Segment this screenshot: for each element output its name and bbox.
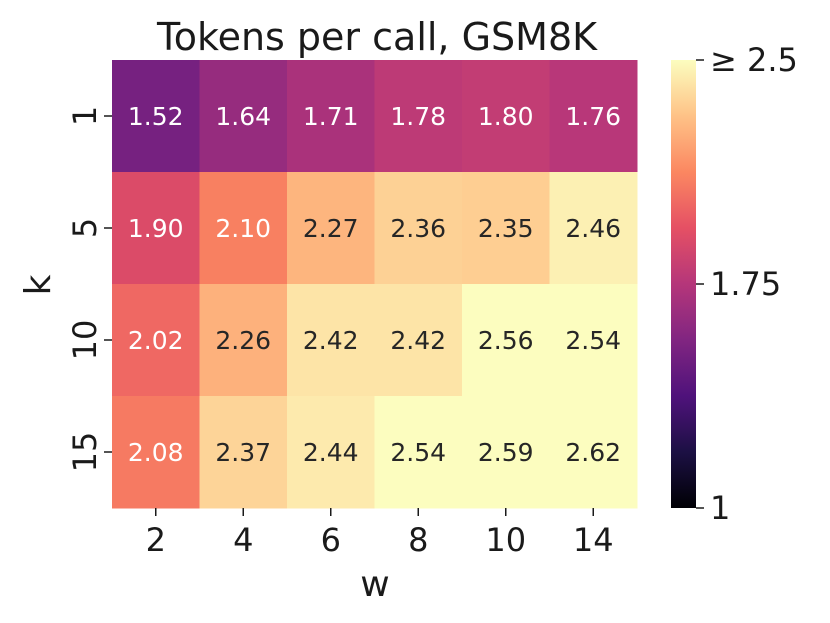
heatmap-cell [462, 60, 550, 173]
heatmap-cells [112, 60, 638, 509]
heatmap-cell-labels: 1.52 1.64 1.71 1.78 1.80 1.76 1.90 2.10 2.27 2.36… [128, 102, 621, 467]
heatmap-cell [287, 396, 375, 509]
colorbar-tick-label: 1.75 [710, 265, 781, 303]
heatmap-cell [549, 396, 638, 509]
cell-value-label: 1.78 [390, 102, 446, 131]
colorbar [671, 60, 696, 508]
cell-value-label: 2.44 [303, 438, 359, 467]
y-tick-label: 15 [66, 432, 104, 473]
cell-value-label: 2.37 [215, 438, 271, 467]
x-tick-label: 14 [573, 521, 614, 559]
x-tick-label: 10 [485, 521, 526, 559]
x-tick-label: 2 [146, 521, 166, 559]
cell-value-label: 2.02 [128, 326, 184, 355]
heatmap-cell [199, 284, 288, 397]
heatmap-cell [374, 396, 463, 509]
cell-value-label: 2.42 [390, 326, 446, 355]
y-axis-label: k [18, 274, 59, 295]
colorbar-ticks: 1 1.75 ≥ 2.5 [696, 41, 798, 527]
y-tick-label: 5 [66, 218, 104, 238]
cell-value-label: 1.64 [215, 102, 271, 131]
cell-value-label: 2.08 [128, 438, 184, 467]
heatmap-cell [549, 172, 638, 285]
heatmap-cell [112, 396, 200, 509]
heatmap-cell [112, 60, 200, 173]
chart-title: Tokens per call, GSM8K [156, 15, 598, 59]
cell-value-label: 2.10 [215, 214, 271, 243]
cell-value-label: 2.36 [390, 214, 446, 243]
heatmap-cell [462, 396, 550, 509]
heatmap-cell [374, 284, 463, 397]
heatmap-cell [462, 172, 550, 285]
x-axis-label: w [360, 564, 389, 605]
cell-value-label: 2.35 [478, 214, 534, 243]
heatmap-cell [287, 60, 375, 173]
cell-value-label: 1.76 [565, 102, 621, 131]
heatmap-cell [462, 284, 550, 397]
cell-value-label: 1.71 [303, 102, 359, 131]
cell-value-label: 2.26 [215, 326, 271, 355]
cell-value-label: 2.62 [565, 438, 621, 467]
heatmap-cell [112, 284, 200, 397]
cell-value-label: 2.54 [565, 326, 621, 355]
heatmap-cell [199, 172, 288, 285]
x-axis-ticks: 2 4 6 8 10 14 [146, 508, 614, 559]
heatmap-cell [549, 60, 638, 173]
cell-value-label: 2.42 [303, 326, 359, 355]
heatmap-cell [199, 396, 288, 509]
colorbar-tick-label: ≥ 2.5 [710, 41, 798, 79]
y-tick-label: 1 [66, 106, 104, 126]
cell-value-label: 1.52 [128, 102, 184, 131]
colorbar-tick-label: 1 [710, 489, 730, 527]
y-tick-label: 10 [66, 320, 104, 361]
cell-value-label: 2.54 [390, 438, 446, 467]
heatmap-cell [199, 60, 288, 173]
x-tick-label: 6 [321, 521, 341, 559]
heatmap-cell [549, 284, 638, 397]
x-tick-label: 8 [408, 521, 428, 559]
cell-value-label: 1.90 [128, 214, 184, 243]
x-tick-label: 4 [233, 521, 253, 559]
heatmap-cell [287, 284, 375, 397]
cell-value-label: 1.80 [478, 102, 534, 131]
cell-value-label: 2.46 [565, 214, 621, 243]
cell-value-label: 2.56 [478, 326, 534, 355]
cell-value-label: 2.27 [303, 214, 359, 243]
heatmap-cell [112, 172, 200, 285]
heatmap-cell [287, 172, 375, 285]
heatmap-cell [374, 60, 463, 173]
heatmap-cell [374, 172, 463, 285]
cell-value-label: 2.59 [478, 438, 534, 467]
